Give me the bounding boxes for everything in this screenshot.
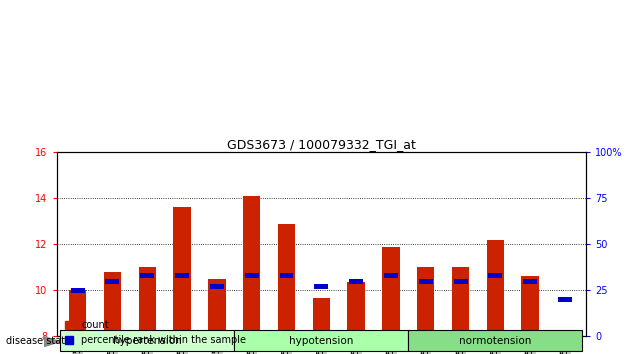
Bar bbox=[384, 273, 398, 278]
Text: hypertension: hypertension bbox=[113, 336, 181, 346]
Bar bbox=[524, 279, 537, 284]
Polygon shape bbox=[44, 337, 60, 347]
Bar bbox=[349, 279, 363, 284]
Bar bbox=[488, 273, 502, 278]
Legend: count, percentile rank within the sample: count, percentile rank within the sample bbox=[62, 316, 250, 349]
Bar bbox=[522, 276, 539, 336]
Bar bbox=[210, 284, 224, 289]
Text: disease state: disease state bbox=[6, 336, 71, 346]
Text: GSM493534: GSM493534 bbox=[386, 337, 396, 354]
Text: hypotension: hypotension bbox=[289, 336, 353, 346]
Text: GSM493538: GSM493538 bbox=[525, 337, 535, 354]
Bar bbox=[71, 288, 84, 293]
Bar bbox=[419, 279, 433, 284]
Text: GSM493528: GSM493528 bbox=[178, 337, 186, 354]
Bar bbox=[556, 335, 574, 336]
Bar bbox=[243, 196, 260, 336]
Bar bbox=[312, 298, 330, 336]
Text: GSM493535: GSM493535 bbox=[421, 337, 430, 354]
Bar bbox=[69, 290, 86, 336]
Bar bbox=[454, 279, 467, 284]
Title: GDS3673 / 100079332_TGI_at: GDS3673 / 100079332_TGI_at bbox=[227, 138, 416, 151]
Bar bbox=[382, 246, 399, 336]
Text: GSM493532: GSM493532 bbox=[317, 337, 326, 354]
Bar bbox=[347, 282, 365, 336]
Bar bbox=[173, 207, 191, 336]
Text: GSM493533: GSM493533 bbox=[352, 337, 360, 354]
Text: GSM493536: GSM493536 bbox=[456, 337, 465, 354]
Bar bbox=[244, 273, 259, 278]
Text: GSM493537: GSM493537 bbox=[491, 337, 500, 354]
Bar bbox=[175, 273, 189, 278]
Text: GSM493526: GSM493526 bbox=[108, 337, 117, 354]
Text: GSM493529: GSM493529 bbox=[212, 337, 221, 354]
Text: normotension: normotension bbox=[459, 336, 532, 346]
Bar bbox=[558, 297, 572, 302]
FancyBboxPatch shape bbox=[408, 330, 582, 351]
Text: GSM493539: GSM493539 bbox=[561, 337, 570, 354]
Bar bbox=[280, 273, 294, 278]
FancyBboxPatch shape bbox=[60, 330, 234, 351]
Bar bbox=[314, 284, 328, 289]
FancyBboxPatch shape bbox=[234, 330, 408, 351]
Bar bbox=[417, 267, 435, 336]
Bar bbox=[278, 224, 295, 336]
Bar bbox=[139, 267, 156, 336]
Bar bbox=[452, 267, 469, 336]
Text: GSM493530: GSM493530 bbox=[247, 337, 256, 354]
Text: GSM493531: GSM493531 bbox=[282, 337, 291, 354]
Bar bbox=[140, 273, 154, 278]
Text: GSM493525: GSM493525 bbox=[73, 337, 82, 354]
Bar bbox=[486, 240, 504, 336]
Bar bbox=[105, 279, 119, 284]
Bar bbox=[208, 279, 226, 336]
Bar bbox=[104, 272, 121, 336]
Text: GSM493527: GSM493527 bbox=[143, 337, 152, 354]
